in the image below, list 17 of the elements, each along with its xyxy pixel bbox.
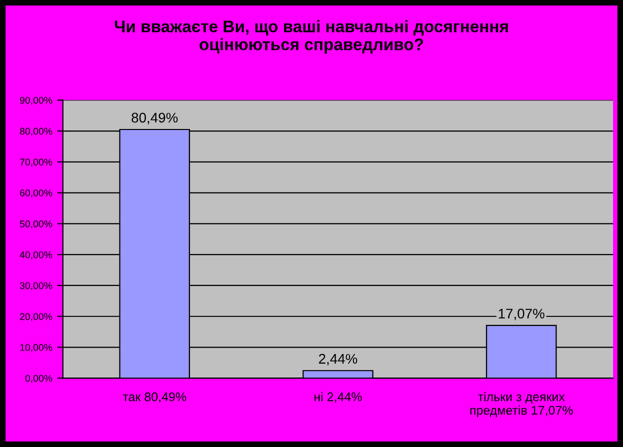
x-tick-label: ні 2,44% — [314, 392, 362, 403]
y-tick-label: 90,00% — [20, 96, 52, 105]
x-tick-label: тільки з деяких предметів 17,07% — [470, 392, 573, 418]
y-tick-label: 80,00% — [20, 128, 52, 136]
y-tick-label: 50,00% — [20, 220, 52, 228]
y-tick-label: 20,00% — [20, 313, 52, 322]
y-tick-label: 0,00% — [25, 374, 52, 383]
x-tick-label: так 80,49% — [122, 392, 186, 403]
data-label: 2,44% — [318, 354, 358, 366]
data-label: 80,49% — [132, 112, 178, 124]
y-tick-label: 40,00% — [20, 251, 52, 260]
y-tick-label: 70,00% — [20, 158, 52, 167]
y-tick-label: 30,00% — [20, 282, 52, 290]
y-tick-label: 60,00% — [20, 190, 52, 198]
y-tick-label: 10,00% — [20, 344, 52, 352]
data-label: 17,07% — [498, 308, 544, 320]
chart-title: Чи вважаєте Ви, що ваші навчальні досягнення оцінюються справедливо? — [114, 20, 508, 54]
